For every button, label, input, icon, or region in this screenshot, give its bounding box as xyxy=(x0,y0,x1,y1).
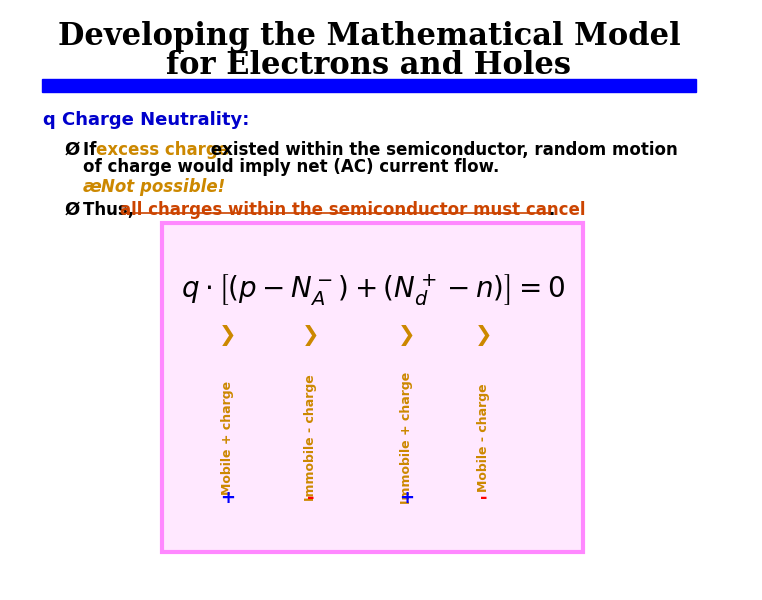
Text: If: If xyxy=(83,141,102,159)
Text: all charges within the semiconductor must cancel: all charges within the semiconductor mus… xyxy=(120,201,585,219)
Text: ❯: ❯ xyxy=(398,325,415,346)
Text: Ø: Ø xyxy=(64,141,79,159)
Text: .: . xyxy=(549,201,555,219)
Text: q: q xyxy=(42,111,55,129)
Text: $q \cdot \left[(p - N_A^-) + (N_d^+ - n)\right] = 0$: $q \cdot \left[(p - N_A^-) + (N_d^+ - n)… xyxy=(181,272,565,308)
Text: Charge Neutrality:: Charge Neutrality: xyxy=(62,111,250,129)
Text: Ø: Ø xyxy=(64,201,79,219)
Text: Thus,: Thus, xyxy=(83,201,139,219)
Text: Developing the Mathematical Model: Developing the Mathematical Model xyxy=(58,22,680,52)
Text: +: + xyxy=(219,489,235,507)
Text: Mobile + charge: Mobile + charge xyxy=(221,380,234,494)
Text: of charge would imply net (AC) current flow.: of charge would imply net (AC) current f… xyxy=(83,158,499,176)
Text: Immobile - charge: Immobile - charge xyxy=(304,374,317,501)
Text: excess charge: excess charge xyxy=(96,141,229,159)
Text: æ: æ xyxy=(83,178,101,196)
Text: -: - xyxy=(307,489,314,507)
Text: Not possible!: Not possible! xyxy=(101,178,226,196)
Text: existed within the semiconductor, random motion: existed within the semiconductor, random… xyxy=(205,141,677,159)
Text: ❯: ❯ xyxy=(302,325,319,346)
FancyBboxPatch shape xyxy=(42,79,696,92)
Text: for Electrons and Holes: for Electrons and Holes xyxy=(166,49,572,80)
Text: Mobile - charge: Mobile - charge xyxy=(477,383,490,492)
Text: ❯: ❯ xyxy=(475,325,492,346)
FancyBboxPatch shape xyxy=(162,223,583,552)
Text: -: - xyxy=(480,489,488,507)
Text: +: + xyxy=(399,489,415,507)
Text: ❯: ❯ xyxy=(219,325,236,346)
Text: Immobile + charge: Immobile + charge xyxy=(400,371,413,503)
